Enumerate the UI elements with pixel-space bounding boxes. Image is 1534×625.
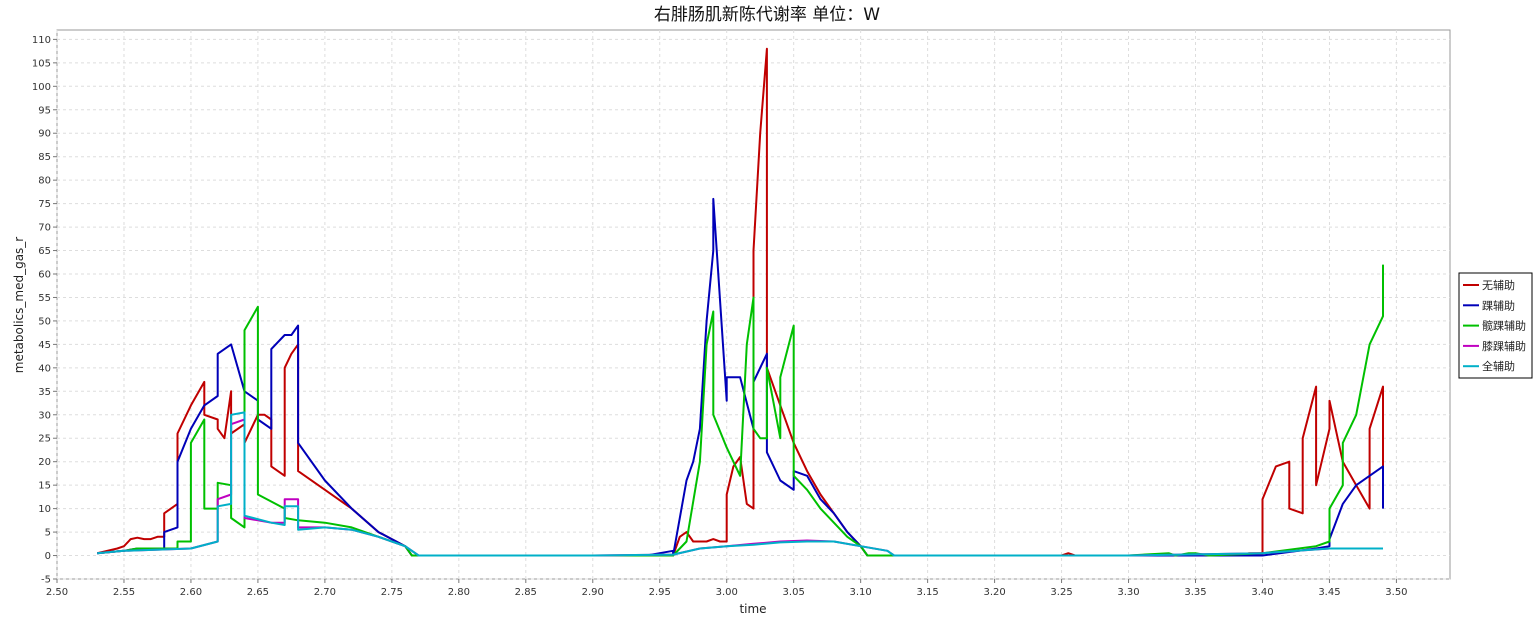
x-tick-label: 3.15 — [916, 587, 938, 598]
x-tick-label: 2.70 — [314, 587, 336, 598]
y-tick-label: 95 — [38, 105, 51, 116]
y-tick-label: 85 — [38, 152, 51, 163]
y-tick-label: 0 — [45, 551, 51, 562]
y-tick-label: 20 — [38, 457, 51, 468]
x-tick-label: 2.95 — [649, 587, 671, 598]
y-tick-label: 40 — [38, 363, 51, 374]
x-tick-label: 2.65 — [247, 587, 269, 598]
y-tick-label: 60 — [38, 270, 51, 281]
y-axis-ticks: -5 0 5 10 15 20 25 30 35 40 45 50 55 60 65 70 75 80 85 90 95… — [32, 35, 57, 586]
y-tick-label: 10 — [38, 504, 51, 515]
y-tick-label: 5 — [45, 528, 51, 539]
y-tick-label: 50 — [38, 316, 51, 327]
y-tick-label: 55 — [38, 293, 51, 304]
x-tick-label: 3.35 — [1184, 587, 1206, 598]
series-line-5 — [97, 411, 1383, 557]
y-tick-label: 35 — [38, 387, 51, 398]
x-tick-label: 2.50 — [46, 587, 68, 598]
x-tick-label: 2.90 — [582, 587, 604, 598]
legend-label: 无辅助 — [1482, 278, 1515, 292]
series-lines — [96, 47, 1384, 557]
x-tick-label: 3.25 — [1050, 587, 1072, 598]
x-tick-label: 2.55 — [113, 587, 135, 598]
x-tick-label: 3.20 — [983, 587, 1005, 598]
y-tick-label: 90 — [38, 129, 51, 140]
x-tick-label: 3.45 — [1318, 587, 1340, 598]
y-tick-label: 100 — [32, 82, 51, 93]
x-tick-label: 3.30 — [1117, 587, 1139, 598]
x-tick-label: 3.05 — [783, 587, 805, 598]
x-tick-label: 2.75 — [381, 587, 403, 598]
x-tick-label: 2.80 — [448, 587, 470, 598]
legend-label: 髋踝辅助 — [1482, 319, 1526, 333]
y-tick-label: 75 — [38, 199, 51, 210]
x-axis-label: time — [739, 602, 766, 616]
x-tick-label: 3.40 — [1251, 587, 1273, 598]
y-tick-label: 80 — [38, 176, 51, 187]
x-tick-label: 2.85 — [515, 587, 537, 598]
legend-label: 踝辅助 — [1482, 298, 1515, 312]
y-tick-label: 30 — [38, 410, 51, 421]
y-tick-label: 15 — [38, 481, 51, 492]
y-axis-label: metabolics_med_gas_r — [12, 237, 26, 374]
y-tick-label: 110 — [32, 35, 51, 46]
y-tick-label: 25 — [38, 434, 51, 445]
chart-title: 右腓肠肌新陈代谢率 单位：W — [654, 5, 880, 25]
x-tick-label: 3.50 — [1385, 587, 1407, 598]
series-line-1 — [96, 47, 1384, 557]
y-tick-label: 70 — [38, 223, 51, 234]
x-axis-ticks: 2.50 2.55 2.60 2.65 2.70 2.75 2.80 2.85 2.90 2.95… — [46, 579, 1408, 598]
y-tick-label: 65 — [38, 246, 51, 257]
x-tick-label: 3.10 — [850, 587, 872, 598]
x-tick-label: 2.60 — [180, 587, 202, 598]
legend-label: 膝踝辅助 — [1482, 339, 1526, 353]
legend-label: 全辅助 — [1482, 359, 1515, 373]
y-tick-label: -5 — [41, 575, 51, 586]
x-tick-label: 3.00 — [716, 587, 738, 598]
y-tick-label: 45 — [38, 340, 51, 351]
y-tick-label: 105 — [32, 58, 51, 69]
